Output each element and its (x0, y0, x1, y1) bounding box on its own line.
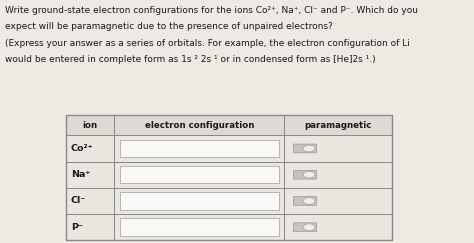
Circle shape (303, 198, 315, 204)
FancyBboxPatch shape (293, 170, 317, 179)
Bar (284, 188, 392, 214)
FancyBboxPatch shape (293, 144, 317, 153)
Bar (119, 166, 279, 183)
Bar (66, 115, 114, 135)
FancyBboxPatch shape (293, 197, 317, 205)
FancyBboxPatch shape (293, 223, 317, 232)
Text: paramagnetic: paramagnetic (304, 121, 372, 130)
Text: P⁻: P⁻ (71, 223, 83, 232)
Bar (119, 140, 279, 157)
Bar (114, 214, 284, 240)
Text: Na⁺: Na⁺ (71, 170, 90, 179)
Bar (114, 115, 284, 135)
Bar (119, 218, 279, 236)
Text: Cl⁻: Cl⁻ (71, 196, 86, 206)
Circle shape (303, 224, 315, 231)
Bar (114, 135, 284, 162)
Bar (114, 162, 284, 188)
Circle shape (303, 171, 315, 178)
Circle shape (303, 145, 315, 152)
Text: Co²⁺: Co²⁺ (71, 144, 93, 153)
Bar (284, 135, 392, 162)
Bar (284, 214, 392, 240)
Bar (66, 214, 114, 240)
Bar (284, 115, 392, 135)
Text: ion: ion (82, 121, 98, 130)
Bar (66, 135, 114, 162)
Text: Write ground-state electron configurations for the ions Co²⁺, Na⁺, Cl⁻ and P⁻. W: Write ground-state electron configuratio… (5, 6, 418, 15)
Text: would be entered in complete form as 1s ² 2s ¹ or in condensed form as [He]2s ¹.: would be entered in complete form as 1s … (5, 55, 376, 64)
Bar (66, 188, 114, 214)
Bar (66, 115, 392, 240)
Bar (114, 188, 284, 214)
Bar (66, 162, 114, 188)
Text: electron configuration: electron configuration (145, 121, 254, 130)
Text: (Express your answer as a series of orbitals. For example, the electron configur: (Express your answer as a series of orbi… (5, 39, 410, 48)
Bar (284, 162, 392, 188)
Bar (119, 192, 279, 210)
Text: expect will be paramagnetic due to the presence of unpaired electrons?: expect will be paramagnetic due to the p… (5, 22, 333, 31)
